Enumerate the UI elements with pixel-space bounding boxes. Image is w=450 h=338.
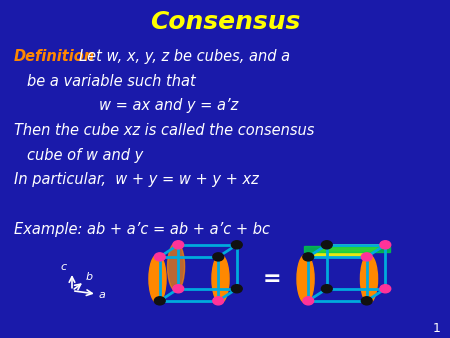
Text: 1: 1 [433,322,441,335]
Text: Let w, x, y, z be cubes, and a: Let w, x, y, z be cubes, and a [79,49,290,64]
Ellipse shape [297,255,314,303]
Text: =: = [263,269,282,289]
Text: In particular,  w + y = w + y + xz: In particular, w + y = w + y + xz [14,172,258,187]
Polygon shape [308,245,385,257]
Text: cube of w and y: cube of w and y [27,148,143,163]
Text: Consensus: Consensus [150,10,300,34]
Circle shape [321,241,332,249]
Ellipse shape [149,255,166,303]
Circle shape [173,241,184,249]
Ellipse shape [212,255,229,303]
Circle shape [213,297,224,305]
Circle shape [213,253,224,261]
Ellipse shape [167,243,184,291]
Circle shape [321,285,332,293]
Text: a: a [99,290,106,300]
Circle shape [380,285,391,293]
Circle shape [303,297,314,305]
Circle shape [303,253,314,261]
Text: w = ax and y = a’z: w = ax and y = a’z [99,98,238,113]
Circle shape [154,297,165,305]
Text: c: c [61,262,67,272]
Text: be a variable such that: be a variable such that [27,74,196,89]
Circle shape [154,253,165,261]
Circle shape [361,297,372,305]
Ellipse shape [360,255,378,303]
Text: Then the cube xz is called the consensus: Then the cube xz is called the consensus [14,123,314,138]
Circle shape [361,253,372,261]
Circle shape [173,285,184,293]
Text: b: b [86,272,93,282]
Circle shape [231,241,242,249]
Text: Definition: Definition [14,49,94,64]
Polygon shape [304,246,390,252]
Circle shape [231,285,242,293]
Circle shape [380,241,391,249]
Text: Example: ab + a’c = ab + a’c + bc: Example: ab + a’c = ab + a’c + bc [14,222,270,237]
